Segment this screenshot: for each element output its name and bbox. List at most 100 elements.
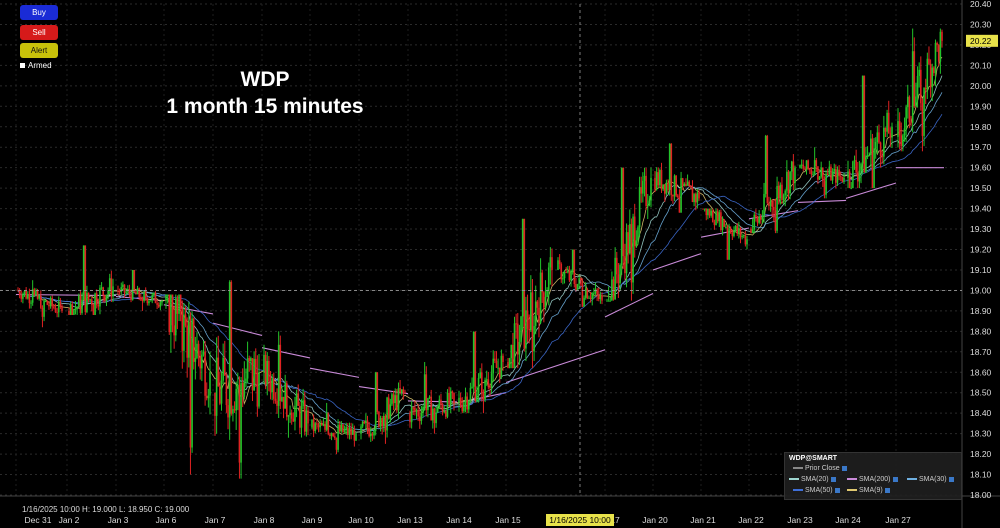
candle-body (889, 133, 892, 138)
y-axis: 20.4020.3020.2020.1020.0019.9019.8019.70… (966, 0, 998, 500)
candle-body (189, 321, 192, 448)
candle-body (57, 301, 60, 313)
legend-sma200[interactable]: SMA(200) (847, 476, 898, 483)
candle-body (711, 210, 714, 223)
armed-toggle[interactable]: Armed (20, 61, 52, 70)
candle-body (335, 437, 338, 450)
candle-body (196, 343, 198, 359)
candle-body (300, 406, 303, 428)
candle-body (314, 423, 317, 432)
candle-body (35, 290, 37, 296)
legend-prior-close[interactable]: Prior Close (793, 465, 847, 472)
candle-body (755, 214, 757, 218)
sma200-segment (15, 293, 117, 297)
buy-button[interactable]: Buy (20, 5, 58, 20)
candle-body (287, 415, 290, 417)
candle-body (818, 176, 821, 180)
candle-body (389, 404, 392, 419)
candle-body (677, 195, 679, 198)
candle-body (79, 295, 82, 313)
candle-body (71, 304, 74, 315)
candle-body (715, 211, 717, 225)
candle-body (580, 278, 582, 285)
candle-body (281, 396, 283, 401)
y-tick-label: 18.50 (970, 388, 992, 398)
candle-body (256, 373, 259, 407)
candle-body (320, 424, 323, 426)
x-tick-label: Jan 22 (738, 515, 764, 525)
candle-body (144, 291, 147, 299)
candle-body (361, 421, 364, 427)
candle-body (51, 298, 54, 307)
candle-body (41, 307, 44, 317)
x-tick-label: Jan 14 (446, 515, 472, 525)
candle-body (744, 234, 747, 245)
candle-body (204, 351, 206, 396)
candle-body (228, 282, 231, 418)
candle-body (808, 168, 811, 171)
sma30-line (17, 92, 943, 432)
candle-body (194, 358, 197, 362)
candle-body (325, 413, 328, 430)
candle-body (763, 193, 765, 217)
candle-body (721, 219, 724, 230)
candle-body (107, 290, 109, 295)
candle-body (332, 433, 334, 437)
legend-sma30[interactable]: SMA(30) (907, 476, 954, 483)
candle-body (415, 409, 418, 412)
candle-body (665, 182, 668, 194)
legend-sma20[interactable]: SMA(20) (789, 476, 836, 483)
candle-body (374, 372, 377, 432)
candle-body (733, 230, 735, 236)
candle-body (128, 289, 131, 294)
candle-body (502, 355, 504, 363)
x-tick-label: Jan 8 (254, 515, 275, 525)
candle-body (245, 378, 247, 382)
candle-body (464, 396, 467, 403)
indicator-legend[interactable]: WDP@SMART Prior Close SMA(20) SMA(200) S… (784, 452, 962, 500)
candle-body (467, 401, 470, 410)
legend-sma9[interactable]: SMA(9) (847, 487, 890, 494)
candle-body (657, 172, 660, 186)
candle-body (235, 388, 237, 411)
candle-body (662, 184, 664, 190)
sell-button[interactable]: Sell (20, 25, 58, 40)
candle-body (197, 343, 200, 357)
candle-body (311, 419, 313, 428)
candle-body (219, 386, 221, 404)
candle-body (594, 289, 597, 294)
candle-body (606, 300, 608, 302)
candle-body (716, 211, 719, 222)
y-tick-label: 18.80 (970, 326, 992, 336)
candle-body (910, 122, 912, 124)
y-tick-label: 19.10 (970, 265, 992, 275)
candle-body (17, 290, 19, 292)
candle-body (546, 290, 548, 298)
sma200-segment (261, 347, 311, 359)
candle-body (156, 303, 158, 305)
candle-body (815, 160, 818, 167)
candle-body (622, 167, 625, 257)
candle-body (728, 228, 730, 260)
candle-body (782, 195, 785, 200)
candle-body (73, 309, 75, 315)
y-tick-label: 19.80 (970, 122, 992, 132)
candle-body (151, 294, 154, 301)
candle-body (835, 169, 837, 183)
candle-body (633, 216, 636, 246)
candle-body (112, 286, 114, 297)
candle-body (373, 431, 375, 436)
legend-sma50[interactable]: SMA(50) (793, 487, 840, 494)
armed-checkbox[interactable] (20, 63, 25, 68)
candle-body (876, 132, 879, 142)
candle-body (316, 423, 318, 425)
candle-body (645, 175, 647, 206)
candle-body (599, 295, 602, 300)
candle-body (23, 290, 26, 295)
candle-body (516, 323, 519, 355)
candle-body (494, 358, 496, 361)
candle-body (348, 428, 351, 436)
alert-button[interactable]: Alert (20, 43, 58, 58)
candle-body (565, 271, 567, 273)
